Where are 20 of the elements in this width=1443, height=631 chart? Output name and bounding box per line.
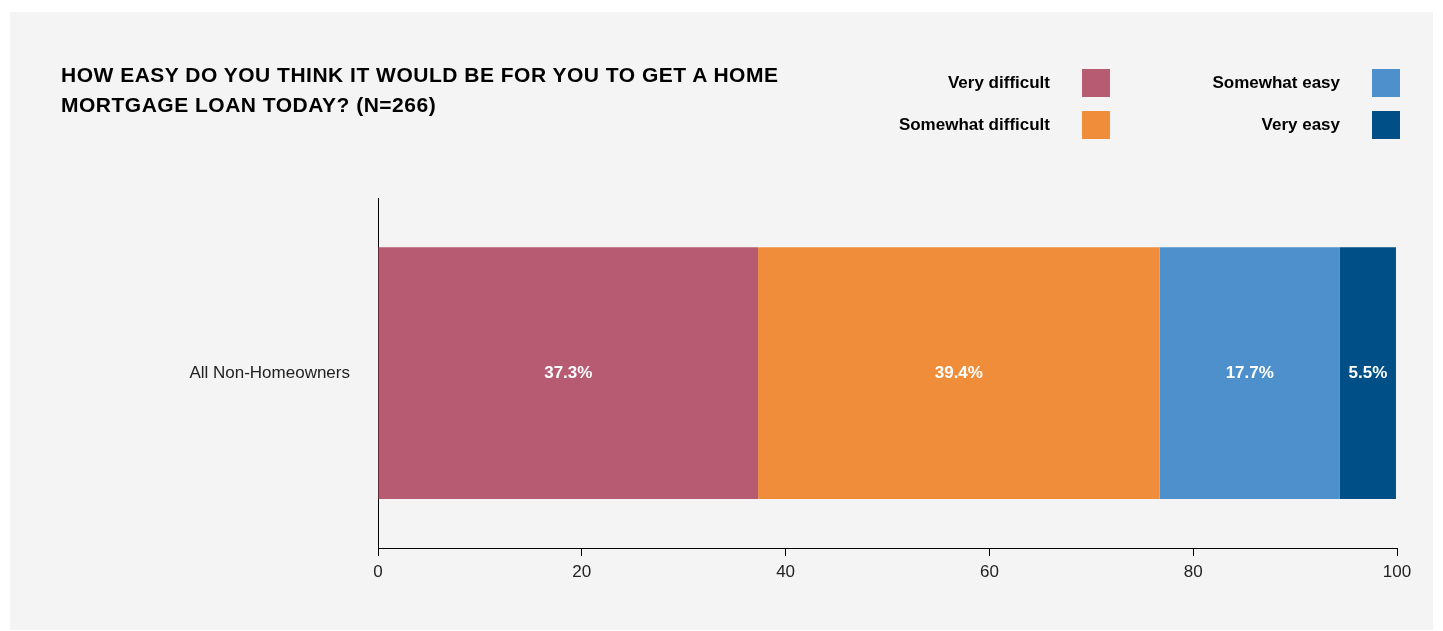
legend-label: Somewhat difficult xyxy=(898,115,1050,135)
data-label: 37.3% xyxy=(544,362,593,382)
x-tick-label: 60 xyxy=(979,561,999,581)
data-label: 5.5% xyxy=(1348,362,1388,382)
y-tick-label: All Non-Homeowners xyxy=(189,362,350,382)
x-tick-label: 20 xyxy=(572,561,592,581)
x-tick-label: 0 xyxy=(373,561,383,581)
chart-title: HOW EASY DO YOU THINK IT WOULD BE FOR YOU TO GET A HOME MORTGAGE LOAN TODAY? (N=266) xyxy=(61,62,780,118)
legend-label: Somewhat easy xyxy=(1212,73,1340,93)
legend-label: Very easy xyxy=(1261,115,1340,135)
bar xyxy=(1159,247,1340,500)
bar xyxy=(1339,247,1396,500)
x-tick-label: 40 xyxy=(776,561,796,581)
data-label: 17.7% xyxy=(1225,362,1274,382)
x-tick-label: 80 xyxy=(1183,561,1203,581)
data-label: 39.4% xyxy=(934,362,983,382)
x-tick-label: 100 xyxy=(1382,561,1412,581)
legend-label: Very difficult xyxy=(947,73,1050,93)
bar xyxy=(758,247,1160,500)
bar xyxy=(378,247,759,500)
